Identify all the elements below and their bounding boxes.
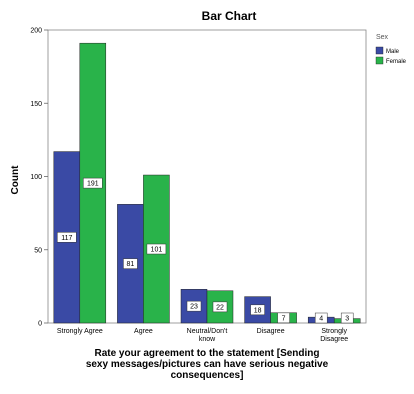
data-label: 22	[216, 304, 224, 311]
y-tick-label: 100	[30, 174, 42, 181]
data-label: 7	[282, 315, 286, 322]
legend-label-female: Female	[386, 59, 407, 65]
x-tick-label: Disagree	[320, 336, 348, 343]
data-label-box	[146, 243, 167, 255]
data-label-box	[83, 177, 103, 189]
x-tick-label: Disagree	[257, 328, 285, 335]
plot-area: 0 50 100 150 200 117 191 Strongly Agree 81 101 Agr…	[30, 28, 367, 343]
legend-label-male: Male	[386, 49, 400, 55]
y-tick-label: 50	[34, 247, 42, 254]
legend: Sex Male Female	[375, 34, 407, 65]
x-tick-label: Neutral/Don't	[187, 328, 228, 335]
x-axis-label-line: Rate your agreement to the statement [Se…	[94, 348, 319, 359]
x-tick-label: Strongly Agree	[57, 328, 103, 335]
data-label-box	[212, 301, 228, 313]
data-label-box	[314, 312, 328, 324]
chart-title: Bar Chart	[202, 9, 257, 23]
legend-title: Sex	[376, 34, 389, 41]
data-label: 3	[345, 316, 349, 323]
legend-swatch-female	[375, 56, 384, 65]
data-label-box	[57, 232, 77, 243]
data-label: 101	[151, 247, 163, 254]
x-axis-label-line: consequences]	[171, 370, 244, 381]
data-label-box	[340, 312, 354, 324]
y-tick-label: 150	[30, 101, 42, 108]
data-label-box	[277, 312, 290, 324]
data-label-box	[186, 300, 202, 312]
y-axis-label: Count	[10, 165, 21, 195]
y-tick-label: 200	[30, 28, 42, 35]
x-axis-label: Rate your agreement to the statement [Se…	[86, 348, 329, 381]
data-label-box	[123, 258, 138, 269]
y-tick-label: 0	[38, 321, 42, 328]
data-label: 18	[254, 307, 262, 314]
data-label-box	[250, 304, 265, 316]
data-label: 191	[87, 181, 99, 188]
x-axis-label-line: sexy messages/pictures can have serious …	[86, 359, 329, 370]
x-tick-label: Strongly	[321, 328, 347, 335]
data-label: 117	[61, 235, 72, 242]
data-label: 81	[127, 261, 135, 268]
data-label: 4	[319, 316, 323, 323]
x-tick-label: Agree	[134, 328, 153, 335]
legend-swatch-male	[375, 46, 384, 55]
data-label: 23	[190, 304, 198, 311]
x-tick-label: know	[199, 336, 216, 343]
